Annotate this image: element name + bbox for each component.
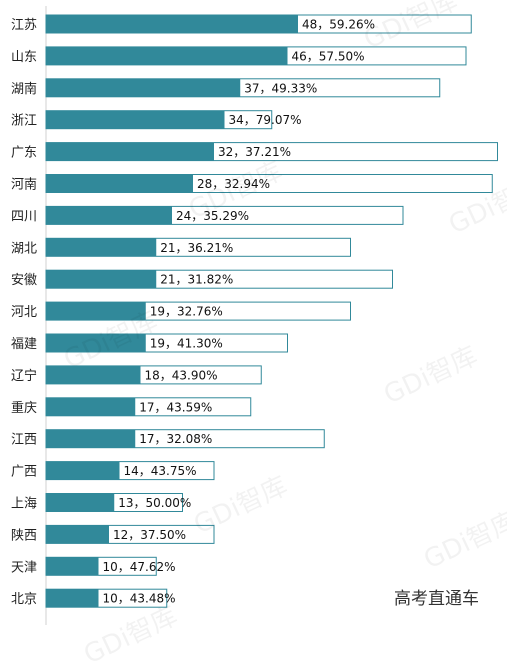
- filled-bar: [46, 525, 109, 543]
- filled-bar: [46, 557, 99, 575]
- category-label: 福建: [11, 337, 37, 352]
- data-label: 24，35.29%: [176, 209, 249, 223]
- filled-bar: [46, 79, 240, 97]
- data-label: 19，32.76%: [150, 305, 223, 319]
- category-label: 辽宁: [11, 368, 37, 384]
- filled-bar: [46, 398, 135, 416]
- filled-bar: [46, 15, 298, 33]
- data-label: 21，36.21%: [160, 241, 233, 255]
- filled-bar: [46, 47, 288, 65]
- filled-bar: [46, 462, 120, 480]
- category-label: 江西: [11, 433, 37, 448]
- category-label: 四川: [11, 209, 37, 224]
- category-label: 广西: [11, 465, 37, 480]
- bar-chart: 江苏 48，59.26% 山东 46，57.50% 湖南 37，49.33% 浙江 34，79…: [0, 0, 507, 636]
- data-label: 12，37.50%: [113, 528, 186, 542]
- category-label: 北京: [11, 592, 37, 607]
- data-label: 37，49.33%: [244, 81, 317, 95]
- data-label: 10，43.48%: [103, 592, 176, 606]
- category-label: 浙江: [11, 114, 37, 129]
- category-label: 江苏: [11, 17, 37, 33]
- filled-bar: [46, 270, 156, 288]
- category-label: 河北: [11, 305, 37, 320]
- filled-bar: [46, 366, 141, 384]
- data-label: 34，79.07%: [229, 113, 302, 127]
- filled-bar: [46, 111, 225, 129]
- filled-bar: [46, 143, 214, 161]
- data-label: 32，37.21%: [218, 145, 291, 159]
- filled-bar: [46, 589, 99, 607]
- category-label: 湖南: [11, 81, 37, 97]
- filled-bar: [46, 206, 172, 224]
- data-label: 28，32.94%: [197, 177, 270, 191]
- data-label: 18，43.90%: [145, 368, 218, 382]
- filled-bar: [46, 430, 135, 448]
- data-label: 17，32.08%: [139, 432, 212, 446]
- filled-bar: [46, 238, 156, 256]
- data-label: 48，59.26%: [302, 18, 375, 32]
- filled-bar: [46, 334, 146, 352]
- data-label: 46，57.50%: [292, 49, 365, 63]
- filled-bar: [46, 175, 193, 193]
- source-caption: 高考直通车: [394, 584, 479, 609]
- filled-bar: [46, 302, 146, 320]
- category-label: 重庆: [11, 400, 37, 416]
- category-label: 安徽: [11, 273, 37, 288]
- category-label: 天津: [11, 560, 37, 575]
- filled-bar: [46, 494, 114, 512]
- category-label: 上海: [11, 497, 37, 512]
- category-label: 山东: [11, 50, 37, 65]
- category-label: 广东: [11, 146, 37, 161]
- category-label: 陕西: [11, 528, 37, 543]
- data-label: 17，43.59%: [139, 400, 212, 414]
- data-label: 14，43.75%: [124, 464, 197, 478]
- data-label: 13，50.00%: [118, 496, 191, 510]
- category-label: 河南: [11, 177, 37, 193]
- data-label: 19，41.30%: [150, 337, 223, 351]
- data-label: 10，47.62%: [103, 560, 176, 574]
- category-label: 湖北: [11, 241, 37, 256]
- data-label: 21，31.82%: [160, 273, 233, 287]
